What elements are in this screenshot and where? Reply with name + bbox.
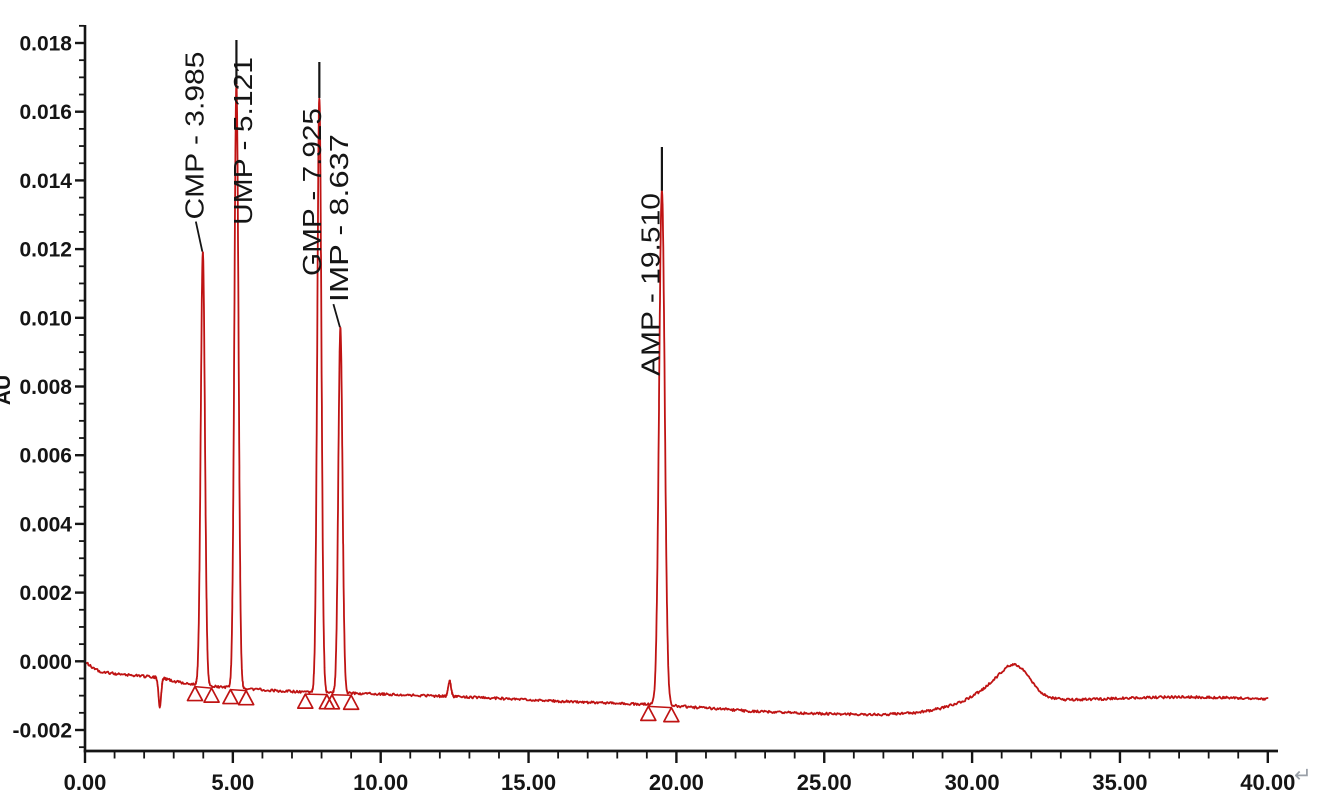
y-tick-label: 0.010 <box>19 307 72 330</box>
x-axis: 0.00 5.00 10.00 15.00 20.00 25.00 30.00 35.00 40… <box>64 749 1295 795</box>
y-axis: 0.018 0.016 0.014 0.012 0.010 0.008 0.006 0.004… <box>12 24 87 753</box>
y-tick-label: 0.008 <box>19 376 72 399</box>
peak-start-marker-UMP <box>222 688 239 705</box>
x-tick-label: 40.00 <box>1240 770 1295 795</box>
peak-leader-CMP <box>194 221 204 252</box>
y-tick-label: 0.000 <box>19 651 72 674</box>
peak-end-marker-UMP <box>237 689 255 706</box>
peak-label-CMP: CMP - 3.985 <box>179 52 209 220</box>
y-tick-label: 0.012 <box>19 239 72 262</box>
return-mark: ↵ <box>1294 764 1312 787</box>
y-tick-label: 0.002 <box>19 582 72 605</box>
integration-baseline-UMP <box>230 688 247 692</box>
integration-baseline-GMP <box>305 693 327 696</box>
peak-start-marker-AMP <box>639 705 657 722</box>
x-tick-label: 15.00 <box>501 770 556 795</box>
chromatogram-trace <box>84 83 1269 717</box>
peak-end-marker-CMP <box>203 687 220 703</box>
peak-label-IMP: IMP - 8.637 <box>324 134 354 302</box>
y-axis-title: AU <box>0 375 15 405</box>
peak-end-marker-IMP <box>342 694 360 711</box>
y-tick-label: 0.016 <box>19 101 72 124</box>
peak-start-marker-IMP <box>323 693 341 710</box>
peak-end-marker-AMP <box>663 706 680 723</box>
peak-label-AMP: AMP - 19.510 <box>635 193 665 376</box>
y-tick-label: 0.006 <box>19 445 72 468</box>
integration-baseline-AMP <box>648 705 672 709</box>
y-tick-label: -0.002 <box>12 720 72 743</box>
x-tick-label: 30.00 <box>945 770 1000 795</box>
peak-start-marker-GMP <box>296 693 314 709</box>
x-tick-label: 10.00 <box>353 770 408 795</box>
x-tick-label: 20.00 <box>649 770 704 795</box>
integration-markers <box>186 685 680 723</box>
x-tick-label: 25.00 <box>797 770 852 795</box>
peak-start-marker-CMP <box>186 685 204 702</box>
x-tick-label: 5.00 <box>211 770 254 795</box>
y-tick-label: 0.004 <box>19 513 72 536</box>
peak-label-GMP: GMP - 7.925 <box>297 108 327 276</box>
integration-baseline-CMP <box>194 685 212 689</box>
y-axis-label: AU <box>0 375 15 405</box>
y-tick-label: 0.018 <box>19 33 72 56</box>
y-tick-label: 0.014 <box>19 170 72 193</box>
peak-label-UMP: UMP - 5.121 <box>228 57 258 225</box>
x-tick-label: 35.00 <box>1092 770 1147 795</box>
peak-leader-IMP <box>332 303 341 328</box>
x-tick-label: 0.00 <box>64 770 107 795</box>
